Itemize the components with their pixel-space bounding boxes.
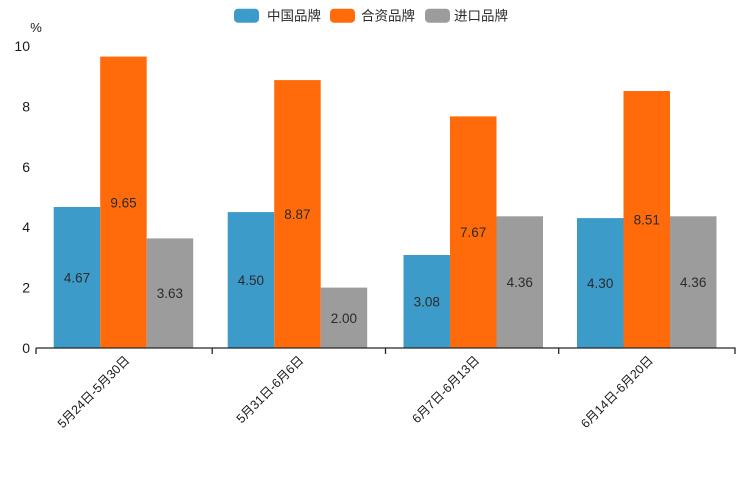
svg-text:8.87: 8.87 bbox=[284, 207, 310, 222]
svg-text:9.65: 9.65 bbox=[110, 195, 136, 210]
svg-text:0: 0 bbox=[22, 340, 30, 356]
svg-text:进口品牌: 进口品牌 bbox=[454, 7, 508, 23]
svg-text:10: 10 bbox=[14, 38, 30, 54]
svg-text:3.08: 3.08 bbox=[414, 295, 440, 310]
svg-text:7.67: 7.67 bbox=[460, 225, 486, 240]
svg-text:4.30: 4.30 bbox=[587, 276, 613, 291]
svg-text:3.63: 3.63 bbox=[157, 286, 183, 301]
svg-text:8.51: 8.51 bbox=[634, 213, 660, 228]
svg-text:5月31日-6月6日: 5月31日-6月6日 bbox=[234, 353, 307, 426]
svg-text:6月7日-6月13日: 6月7日-6月13日 bbox=[410, 353, 483, 426]
svg-text:8: 8 bbox=[22, 98, 30, 114]
svg-text:4.67: 4.67 bbox=[64, 271, 90, 286]
svg-text:中国品牌: 中国品牌 bbox=[267, 7, 321, 23]
svg-text:5月24日-5月30日: 5月24日-5月30日 bbox=[55, 353, 133, 431]
svg-text:2.00: 2.00 bbox=[331, 311, 357, 326]
svg-text:%: % bbox=[30, 20, 42, 35]
svg-text:6: 6 bbox=[22, 159, 30, 175]
svg-text:4: 4 bbox=[22, 219, 30, 235]
svg-text:合资品牌: 合资品牌 bbox=[361, 7, 415, 23]
svg-text:4.36: 4.36 bbox=[507, 275, 533, 290]
svg-text:4.36: 4.36 bbox=[680, 275, 706, 290]
svg-text:4.50: 4.50 bbox=[238, 273, 264, 288]
svg-text:2: 2 bbox=[22, 280, 30, 296]
svg-text:6月14日-6月20日: 6月14日-6月20日 bbox=[578, 353, 656, 431]
